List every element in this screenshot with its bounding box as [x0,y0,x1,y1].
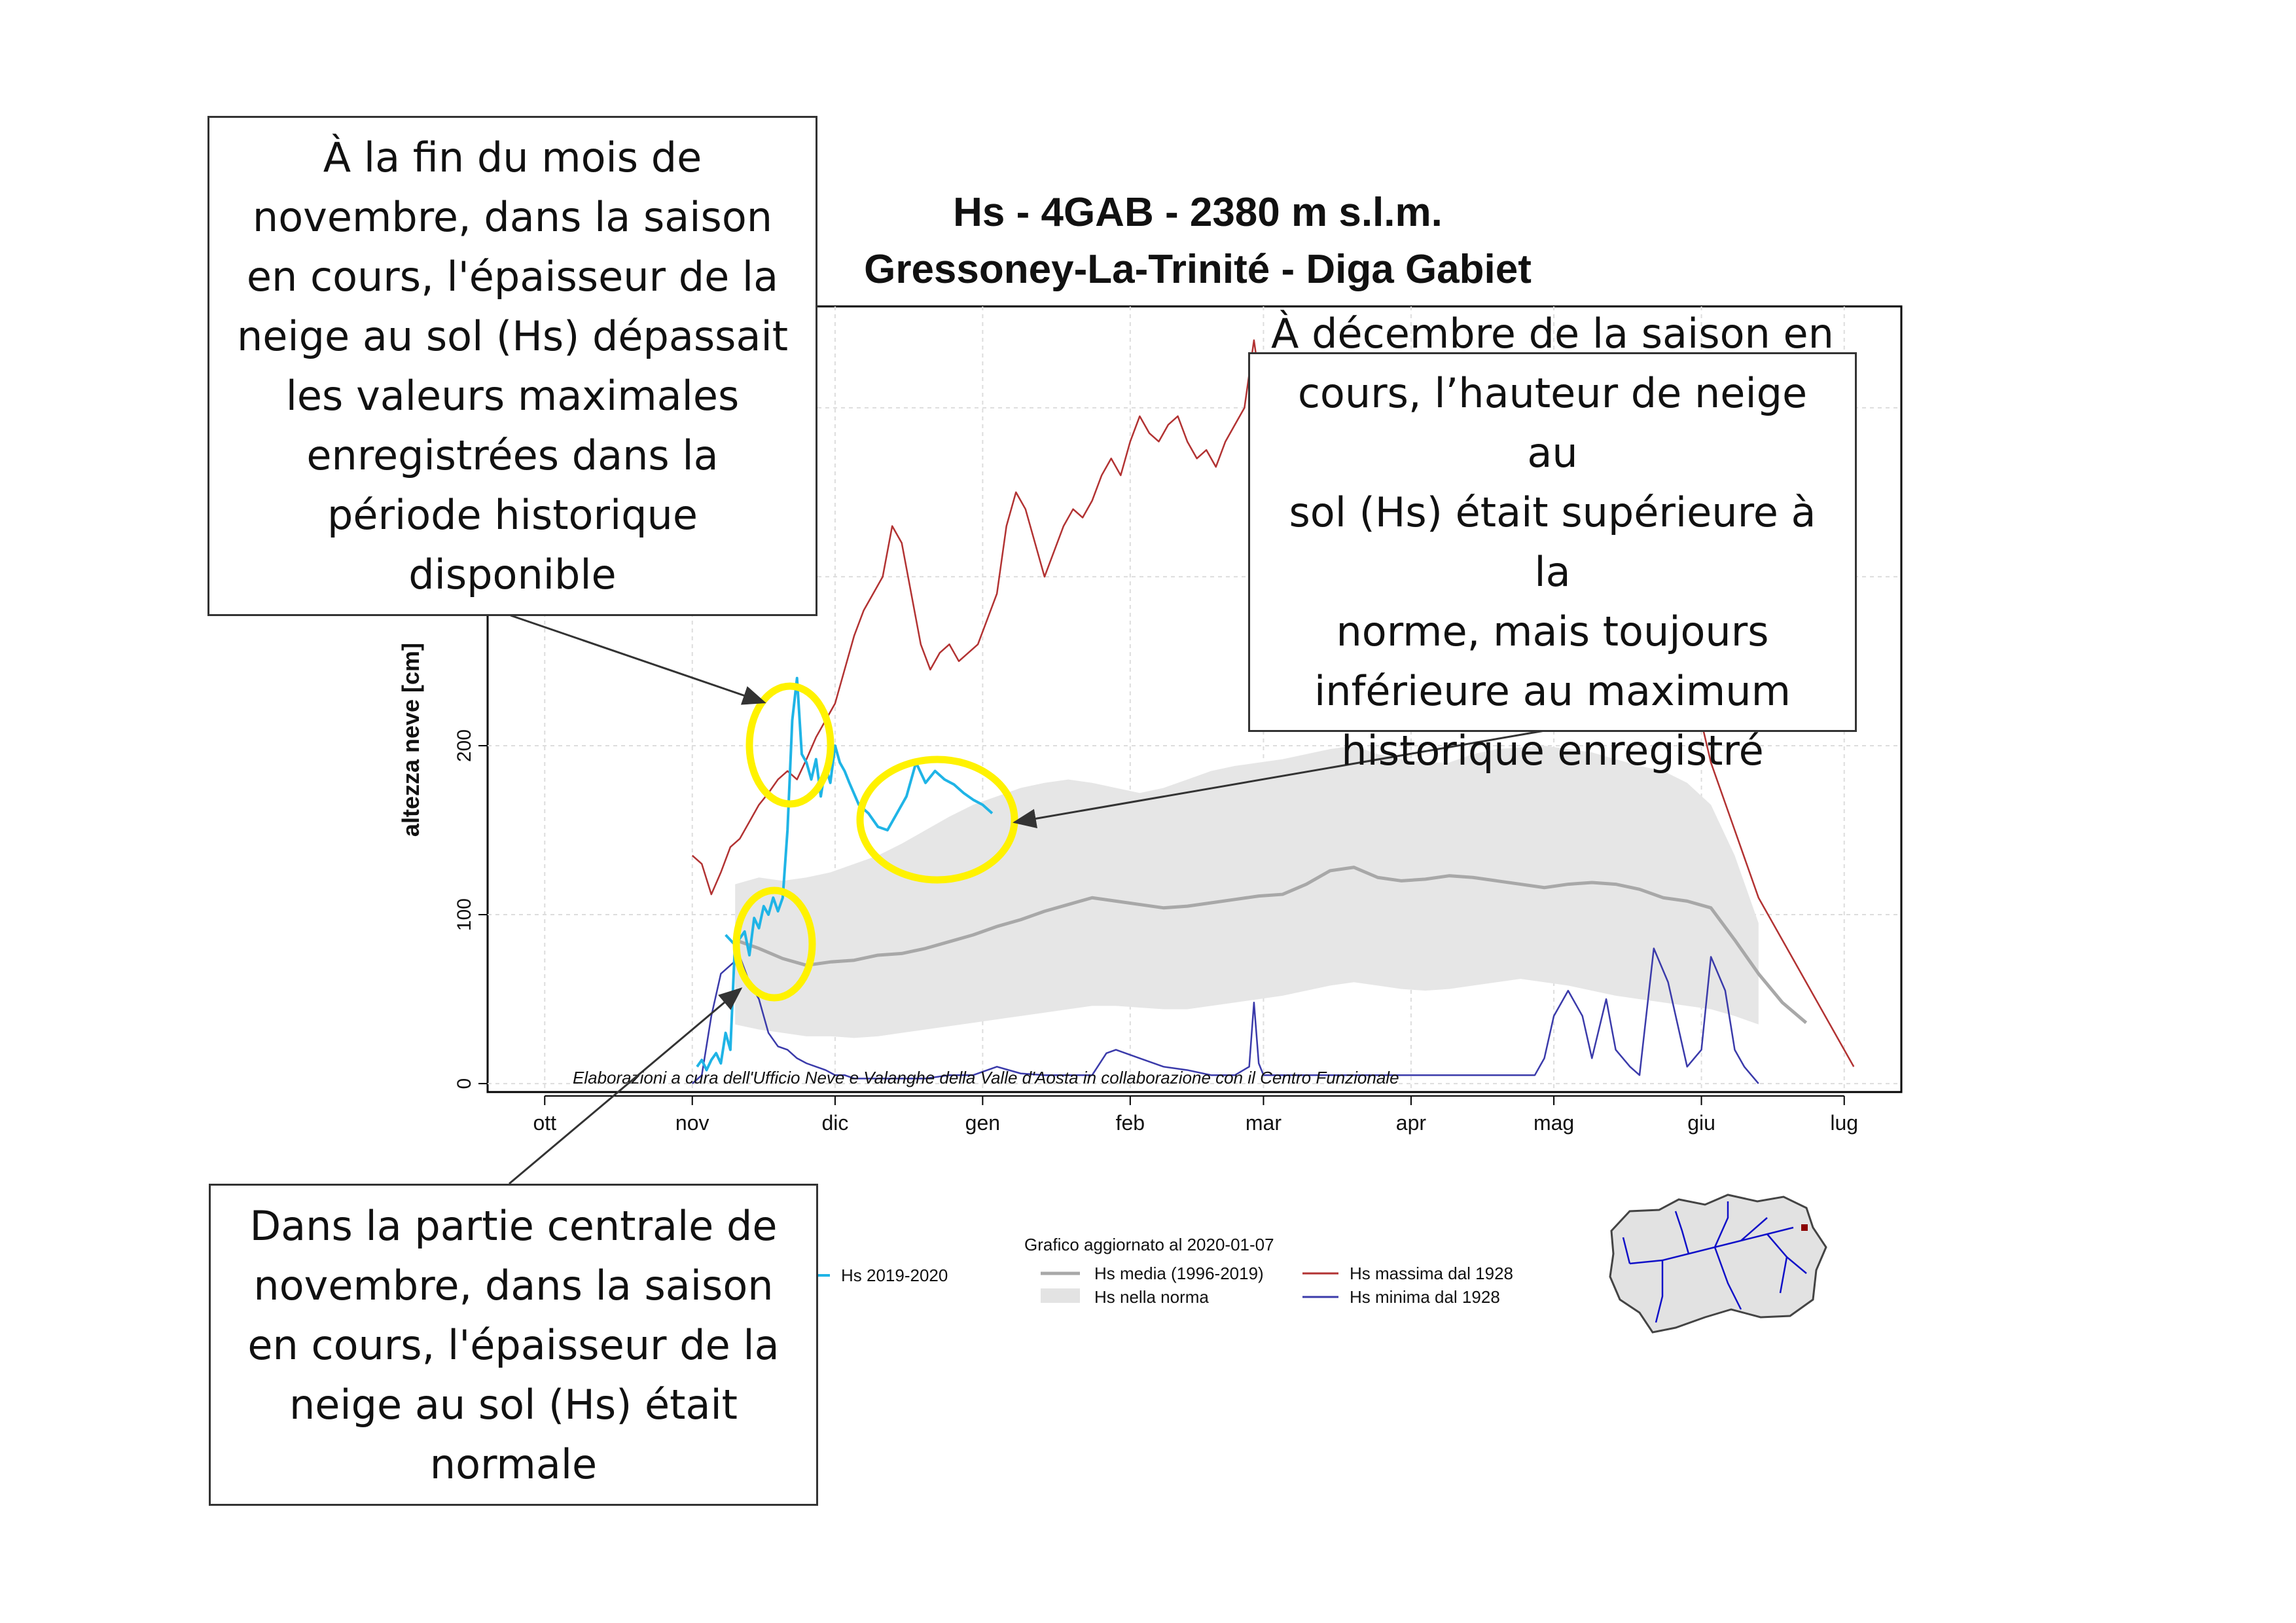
norm-band [735,745,1759,1038]
y-tick-label: 200 [454,729,475,762]
chart-title: Hs - 4GAB - 2380 m s.l.m. [953,190,1443,235]
x-tick-label: lug [1830,1111,1858,1135]
callout-bottom-left: Dans la partie centrale de novembre, dans… [209,1184,818,1506]
series-minima [691,947,1759,1085]
norm-band-layer [735,745,1759,1038]
y-tick-label: 100 [454,898,475,931]
region-map-rivers [1622,1201,1807,1323]
legend-current: Hs 2019-2020 [841,1266,948,1285]
callout-line: novembre, dans la saison [252,193,773,241]
callout-line: en cours, l'épaisseur de la [246,253,779,301]
callout-line: norme, mais toujours [1336,608,1769,655]
callout-line: À décembre de la saison en [1271,310,1834,357]
callout-top-left-text: À la fin du mois de novembre, dans la sai… [237,128,788,604]
callout-line: inférieure au maximum [1314,667,1791,715]
series-layer [691,339,1855,1085]
chart-credit: Elaborazioni a cura dell'Ufficio Neve e … [573,1068,1399,1087]
legend-media: Hs media (1996-2019) [1094,1264,1264,1283]
chart-subtitle: Gressoney-La-Trinité - Diga Gabiet [864,247,1532,292]
plot-frame [486,305,1903,1093]
region-map-shape [1609,1194,1827,1334]
x-tick-label: mag [1534,1111,1574,1135]
callout-right: À décembre de la saison en cours, l’haute… [1248,310,1857,775]
arrow-top-left [510,614,766,705]
x-tick-label: mar [1246,1111,1282,1135]
station-marker [1801,1224,1808,1231]
x-tick-label: giu [1687,1111,1715,1135]
highlight-ellipse-mid-november [732,886,816,1002]
x-tick-label: gen [965,1111,1000,1135]
y-axis-label: altezza neve [cm] [397,643,424,837]
callout-line: les valeurs maximales [285,372,740,420]
legend: Grafico aggiornato al 2020-01-07 Hs 2019… [810,1235,1513,1307]
arrow-right [1013,729,1545,829]
x-tick-label: dic [821,1111,848,1135]
legend-massima: Hs massima dal 1928 [1350,1264,1513,1283]
callout-line: sol (Hs) était supérieure à la [1289,488,1816,596]
callout-line: enregistrées dans la [306,431,719,479]
x-tick-label: apr [1396,1111,1427,1135]
legend-updated: Grafico aggiornato al 2020-01-07 [1024,1235,1274,1254]
x-tick-label: nov [675,1111,709,1135]
y-axis: 0100200300 [454,560,488,1089]
series-current-early [696,939,737,1072]
callout-line: normale [429,1440,598,1488]
legend-norma: Hs nella norma [1094,1287,1209,1307]
callout-line: neige au sol (Hs) était [289,1380,738,1429]
callout-line: Dans la partie centrale de [249,1201,778,1250]
legend-minima: Hs minima dal 1928 [1350,1287,1500,1307]
callout-line: cours, l’hauteur de neige au [1297,369,1808,477]
callout-bottom-left-text: Dans la partie centrale de novembre, dans… [247,1196,779,1494]
region-map [1609,1194,1827,1334]
callout-line: disponible [408,551,617,598]
series-media [734,866,1808,1025]
callout-right-text: À décembre de la saison en cours, l’haute… [1267,304,1838,780]
arrow-bottom-left [509,987,743,1185]
x-axis: ott nov dic gen feb mar apr mag giu lug [533,1095,1858,1135]
x-tick-label: ott [533,1111,556,1135]
x-tick-label: feb [1116,1111,1145,1135]
callout-line: neige au sol (Hs) dépassait [236,312,789,360]
legend-swatch-norma [1041,1288,1080,1303]
callout-line: en cours, l'épaisseur de la [247,1321,780,1369]
callout-line: À la fin du mois de [323,134,702,181]
callout-top-left: À la fin du mois de novembre, dans la sai… [207,116,817,616]
highlight-ellipse-peak [745,682,834,808]
y-tick-label: 0 [454,1078,475,1089]
callout-line: période historique [327,491,698,539]
callout-line: historique enregistré [1341,727,1764,775]
callout-line: novembre, dans la saison [253,1261,774,1309]
